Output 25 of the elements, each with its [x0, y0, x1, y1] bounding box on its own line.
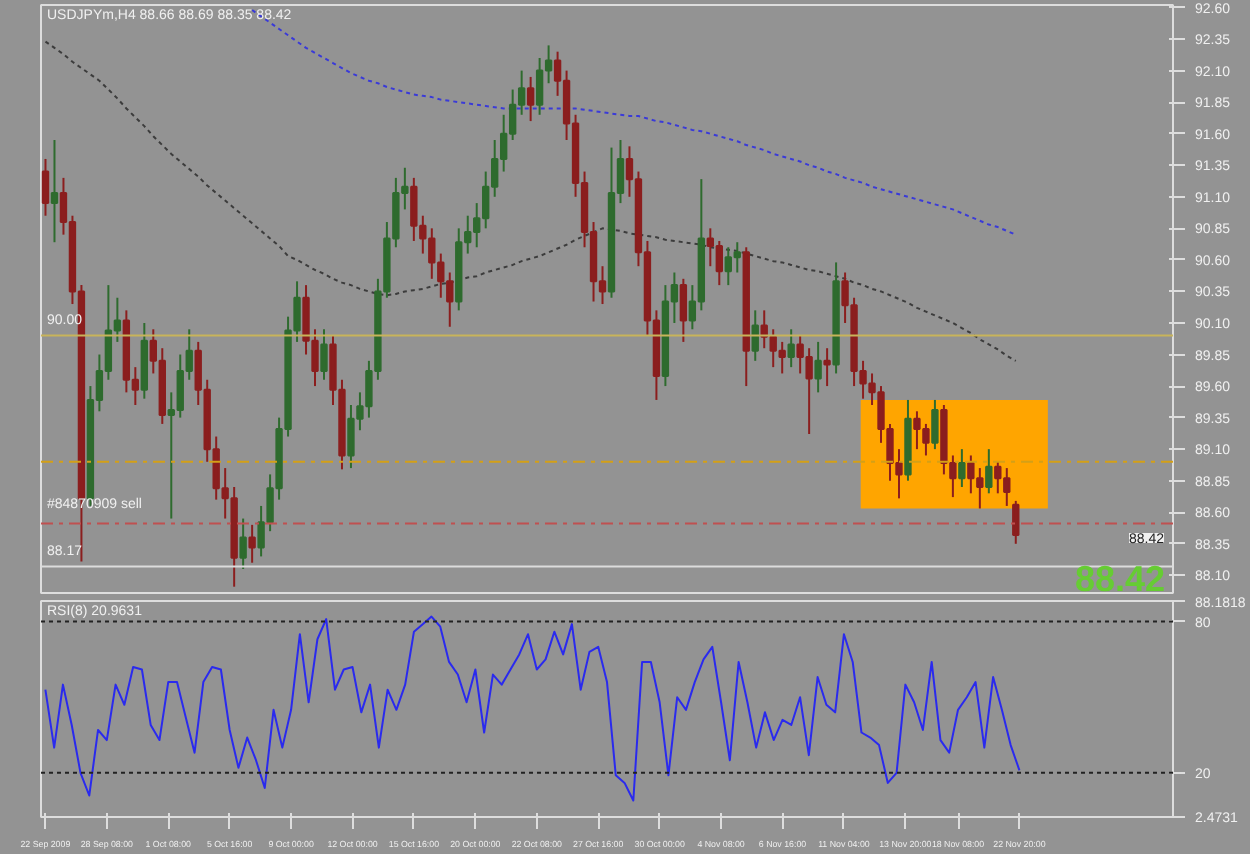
- candlestick: [778, 340, 786, 375]
- candlestick: [706, 227, 715, 268]
- candlestick: [535, 57, 544, 116]
- candlestick: [1012, 499, 1020, 545]
- candlestick: [526, 75, 535, 123]
- candlestick: [41, 157, 50, 217]
- annotation: 88.42: [1074, 559, 1166, 599]
- candlestick: [715, 239, 723, 287]
- candlestick: [958, 448, 966, 489]
- line-series: [251, 9, 1017, 236]
- candlestick: [994, 460, 1002, 495]
- candlestick: [751, 309, 759, 362]
- candlestick: [50, 139, 59, 244]
- candlestick: [679, 277, 688, 343]
- candlestick: [733, 241, 741, 274]
- line-series: [44, 615, 1021, 802]
- candlestick: [248, 523, 256, 564]
- candlestick: [787, 328, 795, 369]
- candlestick: [931, 398, 939, 451]
- candlestick: [823, 347, 831, 388]
- candlestick: [985, 448, 993, 495]
- line-series: [44, 40, 1017, 362]
- candlestick: [814, 340, 822, 394]
- candlestick: [239, 517, 247, 571]
- candlestick: [320, 328, 328, 381]
